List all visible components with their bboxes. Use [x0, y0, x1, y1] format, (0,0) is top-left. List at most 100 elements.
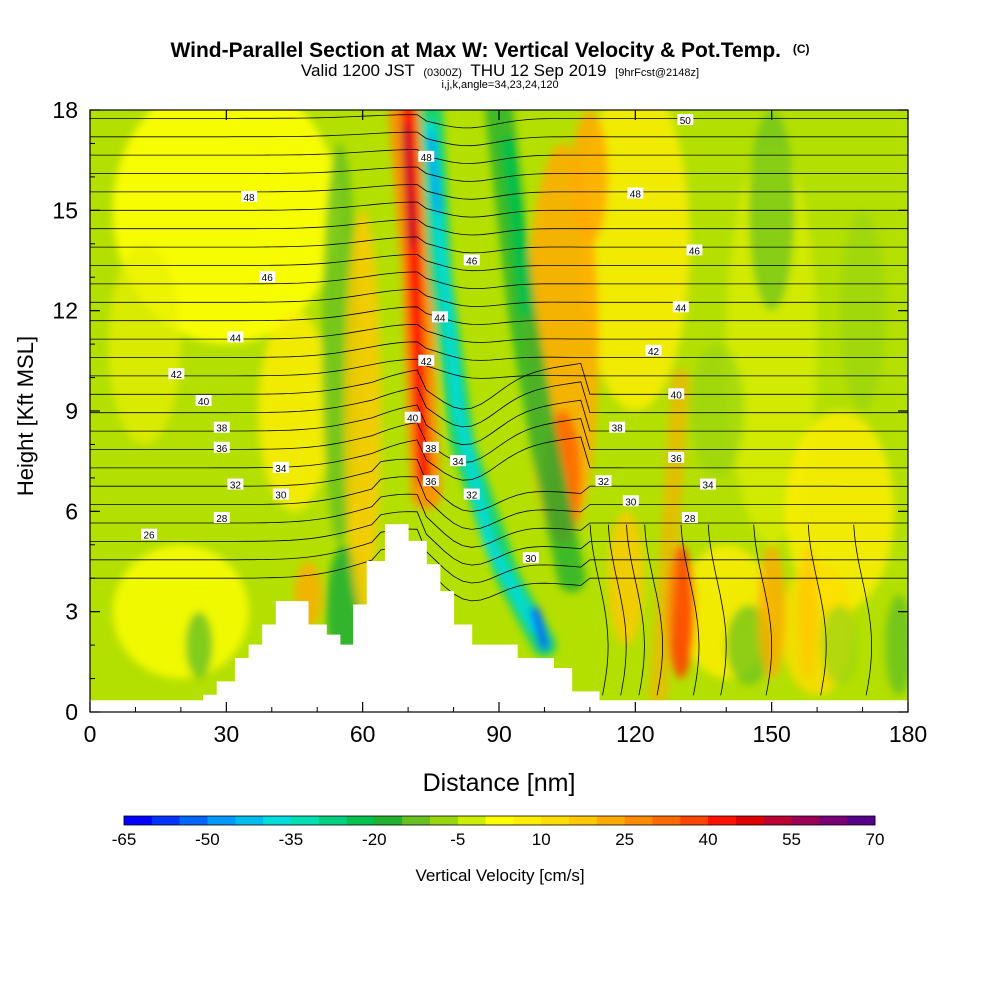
- contour-label: 40: [668, 388, 685, 401]
- y-tick-label: 3: [65, 599, 78, 625]
- contour-label: 48: [627, 187, 644, 201]
- svg-text:26: 26: [144, 531, 156, 542]
- svg-text:44: 44: [675, 303, 687, 314]
- svg-text:30: 30: [525, 554, 537, 565]
- x-axis-label: Distance [nm]: [423, 769, 576, 797]
- colorbar-swatch: [402, 816, 431, 825]
- contour-label: 40: [404, 411, 421, 425]
- theta-contour-line: [90, 436, 908, 481]
- colorbar-swatch: [847, 816, 876, 825]
- theta-contour-line: [90, 306, 908, 325]
- contour-label: 46: [259, 271, 276, 284]
- title-text: Wind-Parallel Section at Max W: Vertical…: [170, 39, 781, 62]
- contour-label: 46: [686, 244, 703, 257]
- x-tick-label: 90: [486, 721, 512, 747]
- theta-contour-line: [90, 288, 908, 307]
- plot-area: 26 28 30 32 34 36 38 40 42 44 46 48 48 46 44 42 40 38 34 36…: [90, 110, 908, 712]
- theta-contour-line: [680, 524, 700, 696]
- svg-text:32: 32: [466, 491, 478, 502]
- colorbar-swatch: [235, 816, 264, 825]
- contour-label: 38: [213, 421, 230, 435]
- contour-label: 42: [645, 344, 662, 358]
- svg-text:34: 34: [275, 464, 287, 475]
- theta-contour-line: [753, 524, 773, 696]
- theta-contour-line: [90, 184, 908, 200]
- terrain: [189, 524, 614, 712]
- contour-label: 32: [595, 475, 612, 488]
- svg-text:36: 36: [671, 454, 683, 465]
- theta-contour-line: [90, 149, 908, 164]
- contour-label: 42: [168, 368, 185, 381]
- colorbar-swatch: [513, 816, 542, 825]
- svg-text:48: 48: [630, 190, 642, 201]
- colorbar-swatch: [569, 816, 598, 825]
- theta-contour-line: [589, 524, 609, 696]
- colorbar-swatch: [763, 816, 793, 825]
- svg-text:46: 46: [466, 257, 478, 268]
- svg-text:34: 34: [453, 457, 465, 468]
- colorbar-swatch: [124, 816, 153, 825]
- svg-text:28: 28: [684, 514, 696, 525]
- colorbar-tick-label: -35: [279, 830, 304, 849]
- colorbar-tick-label: 25: [615, 830, 634, 849]
- svg-text:40: 40: [198, 397, 210, 408]
- contour-label: 30: [272, 488, 289, 502]
- colorbar-swatch: [374, 816, 403, 825]
- colorbar-label: Vertical Velocity [cm/s]: [415, 866, 584, 885]
- theta-contour-line: [90, 201, 908, 218]
- colorbar-tick-label: 10: [532, 830, 551, 849]
- y-tick-label: 9: [65, 398, 78, 424]
- svg-text:42: 42: [648, 347, 660, 358]
- colorbar-swatch: [624, 816, 653, 825]
- contour-label: 48: [418, 150, 435, 164]
- subtitle-valid: Valid 1200 JST: [301, 61, 415, 80]
- theta-contour-line: [90, 341, 908, 361]
- colorbar-swatch: [207, 816, 236, 825]
- x-tick-label: 150: [752, 721, 790, 747]
- theta-contour-line: [644, 524, 664, 696]
- svg-text:32: 32: [598, 477, 610, 488]
- colorbar-swatch: [179, 816, 208, 825]
- colorbar-swatch: [819, 816, 848, 825]
- contour-label: 30: [622, 495, 639, 508]
- colorbar-swatch: [429, 816, 459, 825]
- contour-label: 44: [672, 301, 689, 314]
- contour-label: 30: [522, 552, 539, 565]
- contour-label: 26: [141, 528, 158, 542]
- y-axis-label: Height [Kft MSL]: [13, 336, 38, 496]
- contour-label: 34: [450, 455, 467, 468]
- svg-text:44: 44: [230, 333, 242, 344]
- svg-text:34: 34: [702, 481, 714, 492]
- contour-label: 38: [422, 441, 439, 455]
- contour-label: 44: [227, 331, 244, 344]
- theta-contour-line: [90, 218, 908, 236]
- svg-text:44: 44: [434, 313, 446, 324]
- theta-contour-line: [90, 528, 908, 584]
- svg-text:48: 48: [421, 153, 433, 164]
- contour-label: 36: [422, 475, 439, 488]
- colorbar-swatch: [596, 816, 626, 825]
- colorbar-tick-label: -20: [362, 830, 387, 849]
- colorbar-swatch: [708, 816, 737, 825]
- contour-label: 34: [700, 478, 717, 492]
- colorbar-tick-label: -5: [450, 830, 465, 849]
- y-tick-label: 6: [65, 498, 78, 524]
- svg-text:38: 38: [612, 424, 624, 435]
- x-tick-label: 120: [616, 721, 654, 747]
- contour-label: 50: [677, 114, 694, 127]
- chart-subtitle: Valid 1200 JST (0300Z) THU 12 Sep 2019 […: [301, 61, 699, 80]
- colorbar-tick-label: 40: [699, 830, 718, 849]
- theta-contour-line: [90, 236, 908, 254]
- theta-contour-line: [90, 166, 908, 182]
- contour-label: 40: [195, 394, 212, 408]
- svg-text:40: 40: [407, 414, 419, 425]
- colorbar-swatch: [652, 816, 681, 825]
- svg-text:50: 50: [680, 116, 692, 127]
- y-tick-label: 12: [52, 298, 78, 324]
- theta-contour-line: [90, 511, 908, 566]
- x-tick-label: 30: [214, 721, 240, 747]
- colorbar-swatch: [541, 816, 570, 825]
- svg-text:42: 42: [171, 370, 183, 381]
